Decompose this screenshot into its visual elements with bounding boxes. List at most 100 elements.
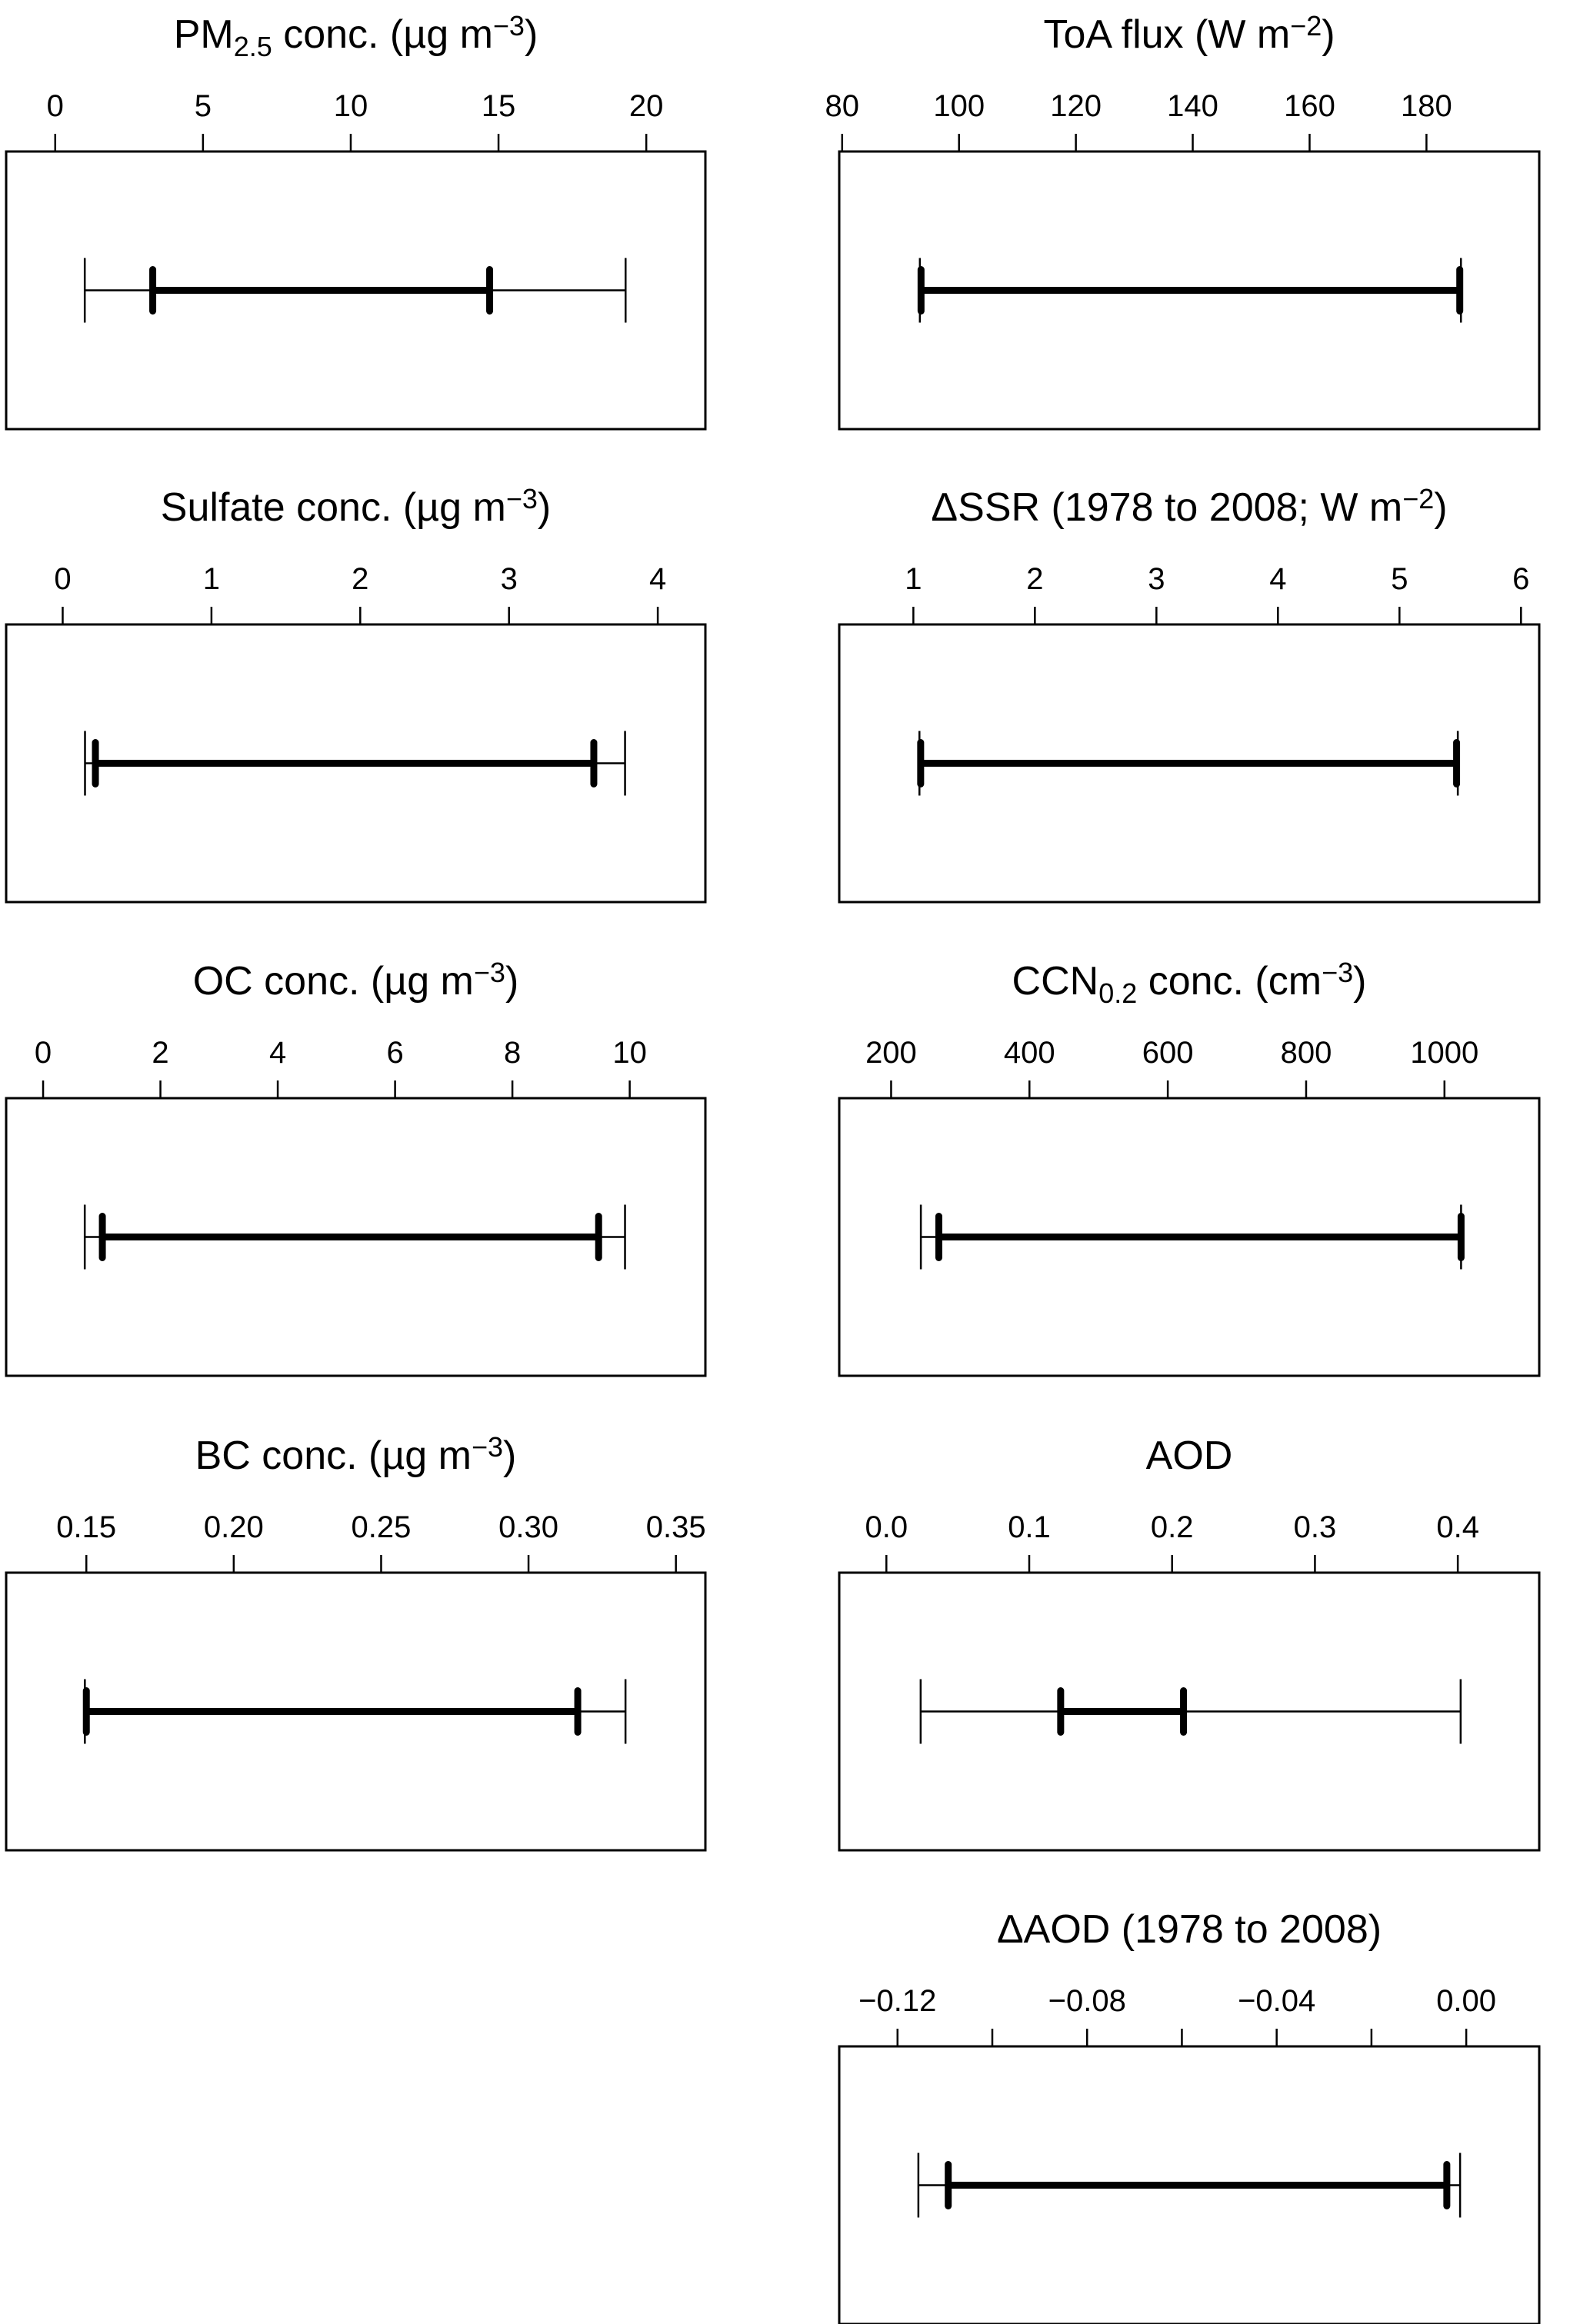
panel-6: BC conc. (µg m−3) 0.15 0.20 0.25 0.30 0.35 xyxy=(5,1431,707,1852)
tick-label: 0.4 xyxy=(1436,1510,1479,1544)
tick-label: 3 xyxy=(501,562,518,596)
plot-frame xyxy=(838,2045,1541,2324)
title-supscript: −3 xyxy=(506,483,538,514)
tick-label: 400 xyxy=(1004,1036,1055,1070)
tick-label: 0.20 xyxy=(204,1510,264,1544)
plot-frame xyxy=(5,150,707,431)
title-subscript: 2.5 xyxy=(234,31,272,62)
title-text: ) xyxy=(505,959,518,1004)
tick-label: −0.04 xyxy=(1238,1984,1315,2018)
panel-title: ΔAOD (1978 to 2008) xyxy=(997,1907,1382,1952)
panel-0: PM2.5 conc. (µg m−3) 0 5 10 15 20 xyxy=(5,10,707,431)
panel-title: CCN0.2 conc. (cm−3) xyxy=(1012,957,1367,1009)
panel-2: Sulfate conc. (µg m−3) 0 1 2 3 4 xyxy=(5,483,707,904)
title-text: ) xyxy=(1434,485,1447,530)
plot-frame xyxy=(838,1571,1541,1852)
tick-label: 6 xyxy=(386,1036,403,1070)
tick-label: 180 xyxy=(1401,89,1452,123)
tick-label: 1 xyxy=(905,562,922,596)
plot-frame xyxy=(838,1097,1541,1377)
panel-title: BC conc. (µg m−3) xyxy=(195,1431,517,1478)
panel-title: AOD xyxy=(1146,1433,1233,1478)
title-supscript: −3 xyxy=(472,1431,503,1463)
tick-label: 120 xyxy=(1050,89,1102,123)
tick-label: 3 xyxy=(1148,562,1165,596)
panel-3: ΔSSR (1978 to 2008; W m−2) 1 2 3 4 5 6 xyxy=(838,483,1541,904)
panel-5: CCN0.2 conc. (cm−3) 200 400 600 800 1000 xyxy=(838,957,1541,1377)
tick-label: 4 xyxy=(649,562,666,596)
tick-label: 0 xyxy=(47,89,64,123)
tick-label: 0.1 xyxy=(1008,1510,1051,1544)
tick-label: 2 xyxy=(152,1036,168,1070)
title-text: ToA flux (W m xyxy=(1043,12,1290,57)
panel-title: OC conc. (µg m−3) xyxy=(193,957,519,1004)
tick-label: 80 xyxy=(825,89,860,123)
title-text: ΔSSR (1978 to 2008; W m xyxy=(931,485,1402,530)
tick-label: 10 xyxy=(334,89,368,123)
tick-label: 0.3 xyxy=(1294,1510,1337,1544)
plot-frame xyxy=(838,623,1541,904)
title-text: Sulfate conc. (µg m xyxy=(161,485,506,530)
title-text: ) xyxy=(1353,959,1366,1004)
tick-label: 10 xyxy=(612,1036,647,1070)
panel-8: ΔAOD (1978 to 2008) −0.12 −0.08 −0.04 0.00 xyxy=(838,1907,1541,2324)
tick-label: 0.15 xyxy=(56,1510,116,1544)
title-text: PM xyxy=(174,12,234,57)
title-text: CCN xyxy=(1012,959,1099,1004)
title-text: AOD xyxy=(1146,1433,1233,1478)
title-text: conc. (cm xyxy=(1137,959,1322,1004)
title-text: ) xyxy=(1322,12,1335,57)
title-text: ) xyxy=(503,1433,516,1478)
panel-7: AOD 0.0 0.1 0.2 0.3 0.4 xyxy=(838,1433,1541,1852)
tick-label: 0.00 xyxy=(1436,1984,1496,2018)
title-subscript: 0.2 xyxy=(1098,977,1137,1009)
tick-label: 100 xyxy=(933,89,985,123)
title-supscript: −3 xyxy=(474,957,505,988)
plot-frame xyxy=(838,150,1541,431)
plot-frame xyxy=(5,623,707,904)
tick-label: 0 xyxy=(54,562,71,596)
tick-label: 15 xyxy=(482,89,516,123)
title-text: BC conc. (µg m xyxy=(195,1433,472,1478)
tick-label: 1 xyxy=(203,562,220,596)
title-text: ) xyxy=(538,485,551,530)
tick-label: 5 xyxy=(195,89,212,123)
tick-label: 800 xyxy=(1281,1036,1332,1070)
plot-frame xyxy=(5,1571,707,1852)
tick-label: 0 xyxy=(35,1036,52,1070)
tick-label: 600 xyxy=(1142,1036,1194,1070)
tick-label: 2 xyxy=(1026,562,1043,596)
tick-label: 8 xyxy=(504,1036,521,1070)
title-text: ) xyxy=(525,12,538,57)
title-supscript: −2 xyxy=(1402,483,1434,514)
tick-label: 2 xyxy=(352,562,368,596)
tick-label: 1000 xyxy=(1410,1036,1478,1070)
tick-label: 160 xyxy=(1284,89,1335,123)
tick-label: 0.0 xyxy=(865,1510,908,1544)
panel-title: PM2.5 conc. (µg m−3) xyxy=(174,10,538,62)
panel-title: Sulfate conc. (µg m−3) xyxy=(161,483,551,530)
plot-frame xyxy=(5,1097,707,1377)
title-supscript: −3 xyxy=(493,10,525,42)
tick-label: 200 xyxy=(865,1036,917,1070)
title-supscript: −3 xyxy=(1322,957,1353,988)
title-text: conc. (µg m xyxy=(272,12,493,57)
panel-title: ToA flux (W m−2) xyxy=(1043,10,1335,57)
tick-label: 20 xyxy=(629,89,664,123)
tick-label: 4 xyxy=(269,1036,286,1070)
title-text: OC conc. (µg m xyxy=(193,959,474,1004)
tick-label: 5 xyxy=(1391,562,1408,596)
tick-label: 0.2 xyxy=(1151,1510,1194,1544)
tick-label: 4 xyxy=(1269,562,1286,596)
panel-title: ΔSSR (1978 to 2008; W m−2) xyxy=(931,483,1447,530)
panel-1: ToA flux (W m−2) 80 100 120 140 160 180 xyxy=(825,10,1541,431)
title-supscript: −2 xyxy=(1290,10,1322,42)
tick-label: 6 xyxy=(1512,562,1529,596)
tick-label: 0.30 xyxy=(498,1510,558,1544)
tick-label: −0.12 xyxy=(858,1984,936,2018)
tick-label: 0.35 xyxy=(646,1510,706,1544)
tick-label: 0.25 xyxy=(352,1510,412,1544)
tick-label: 140 xyxy=(1167,89,1218,123)
title-text: ΔAOD (1978 to 2008) xyxy=(997,1907,1382,1952)
